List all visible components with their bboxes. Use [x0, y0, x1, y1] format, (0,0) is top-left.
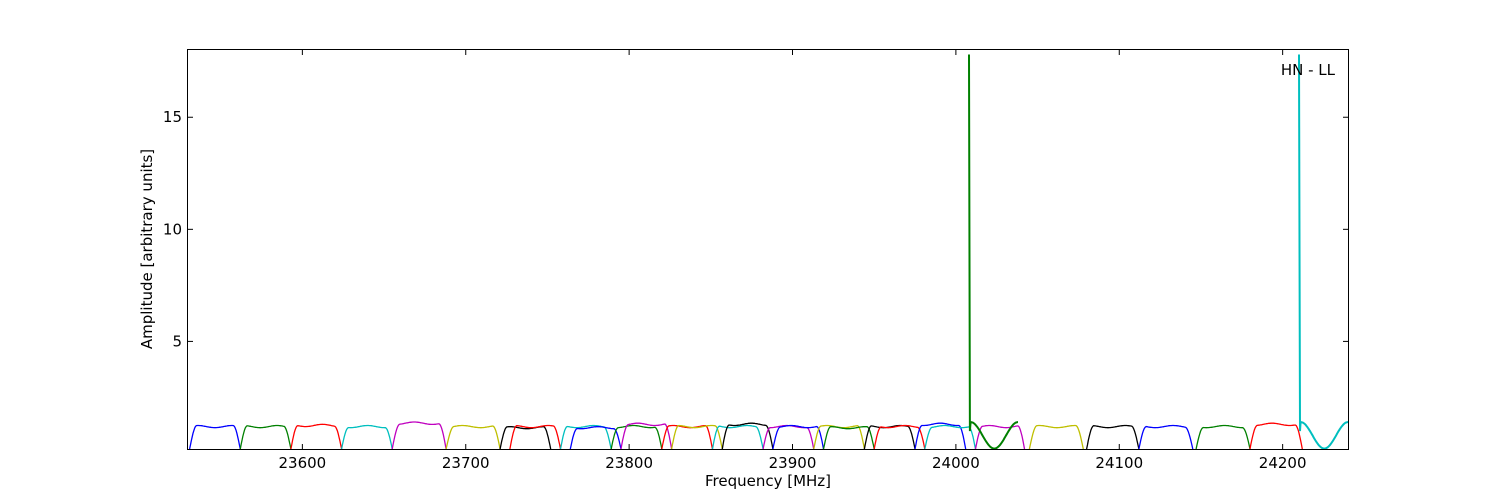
y-tick-label: 5	[172, 332, 182, 350]
band-curve-4	[340, 424, 393, 449]
band-curve-22	[873, 424, 926, 449]
band-curve-2	[239, 424, 292, 449]
band-curve-5	[391, 421, 447, 449]
plot-frame	[187, 49, 1349, 450]
x-tick-label: 23600	[279, 454, 327, 472]
band-curve-28	[1138, 424, 1194, 449]
y-tick-label: 10	[163, 220, 182, 238]
band-curve-25	[974, 424, 1026, 449]
band-curve-11	[610, 424, 663, 449]
band-curve-24	[924, 424, 977, 449]
x-tick-label: 24100	[1095, 454, 1143, 472]
x-tick-label: 23900	[769, 454, 817, 472]
band-curve-15	[711, 424, 764, 449]
x-tick-label: 24000	[932, 454, 980, 472]
axis-ticks: 23600 23700 23800 23900 24000 24100 24200 5 10 15	[163, 50, 1348, 472]
band-curve-30	[1249, 422, 1303, 449]
band-curve-23	[914, 422, 967, 449]
x-tick-label: 24200	[1259, 454, 1307, 472]
x-axis-label: Frequency [MHz]	[705, 472, 831, 490]
y-tick-label: 15	[163, 108, 182, 126]
x-tick-label: 23800	[605, 454, 653, 472]
band-curve-10	[569, 426, 622, 449]
band-curve-27	[1085, 424, 1140, 449]
band-curve-14	[670, 424, 723, 449]
spike-curve-1	[968, 54, 1018, 449]
band-curve-6	[445, 424, 501, 449]
band-curve-20	[822, 426, 875, 449]
plot-area	[188, 54, 1348, 449]
band-curve-8	[509, 424, 562, 449]
spike-curve-2	[1298, 54, 1348, 449]
band-curve-12	[620, 422, 673, 449]
y-axis-label: Amplitude [arbitrary units]	[138, 149, 156, 349]
band-curve-16	[721, 422, 774, 449]
band-curve-26	[1028, 424, 1084, 449]
band-curve-29	[1195, 424, 1251, 449]
chart-annotation: HN - LL	[1281, 61, 1336, 79]
band-curve-3	[290, 423, 343, 449]
band-curve-18	[772, 424, 825, 449]
band-curve-1	[188, 424, 241, 449]
band-curve-13	[661, 424, 714, 449]
x-tick-label: 23700	[442, 454, 490, 472]
